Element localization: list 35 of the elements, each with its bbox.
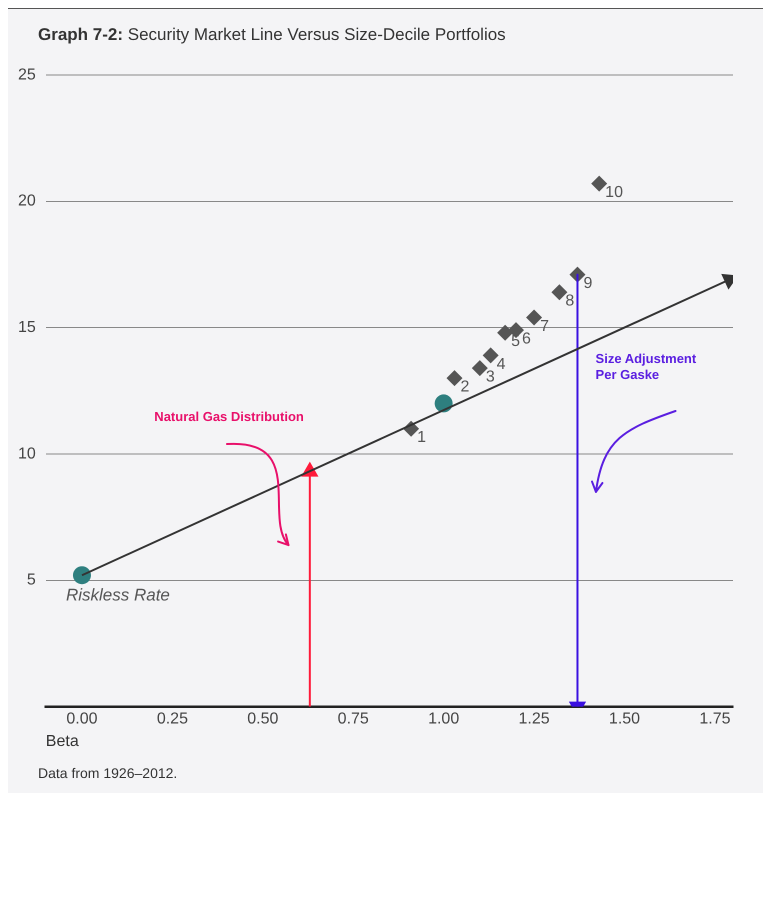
x-tick-label: 0.00 (66, 710, 98, 728)
annotation: 9 (583, 274, 592, 292)
chart-title: Graph 7-2: Security Market Line Versus Size-Decile Portfolios (8, 8, 763, 55)
annotation: 4 (496, 356, 506, 373)
x-tick-label: 1.75 (699, 710, 731, 728)
annotation: Riskless Rate (66, 585, 170, 604)
annotation: 6 (522, 330, 531, 348)
point (526, 310, 542, 326)
annotation: 3 (486, 368, 495, 386)
point (472, 360, 488, 376)
point (72, 566, 91, 584)
y-tick-label: 15 (18, 319, 36, 336)
x-tick-label: 0.25 (156, 710, 188, 728)
x-axis-title: Beta (46, 732, 79, 750)
point (591, 176, 608, 192)
annotation: 8 (565, 292, 574, 310)
x-tick-label: 0.50 (247, 710, 278, 728)
point (497, 324, 514, 341)
point (446, 370, 462, 386)
y-tick-label: 25 (18, 66, 36, 84)
x-tick-label: 1.00 (428, 710, 460, 728)
x-tick-label: 1.50 (608, 710, 640, 728)
annotation: 10 (605, 184, 624, 202)
annotation: 1 (417, 429, 426, 446)
y-tick-label: 10 (18, 445, 36, 462)
annotation: Size Adjustment Per Gaske (596, 350, 697, 382)
y-tick-label: 5 (26, 572, 36, 589)
point (551, 284, 568, 300)
x-tick-label: 1.25 (518, 710, 550, 728)
annotation: Natural Gas Distribution (154, 409, 304, 424)
point (482, 347, 499, 364)
x-tick-label: 0.75 (338, 710, 369, 728)
text: Data from 1926–2012. (37, 764, 178, 783)
y-tick-label: 20 (18, 192, 36, 210)
annotation: 2 (460, 378, 470, 396)
